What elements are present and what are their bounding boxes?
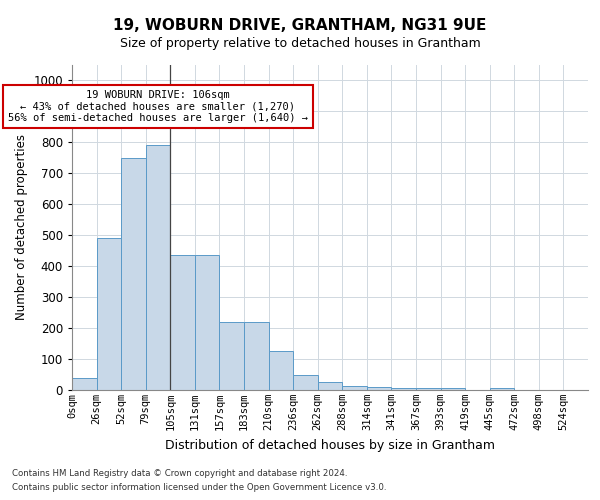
Bar — [293, 374, 318, 390]
Text: 19 WOBURN DRIVE: 106sqm
← 43% of detached houses are smaller (1,270)
56% of semi: 19 WOBURN DRIVE: 106sqm ← 43% of detache… — [8, 90, 308, 123]
Bar — [490, 388, 514, 390]
Bar — [244, 322, 269, 390]
Bar — [170, 256, 195, 390]
Bar — [146, 146, 170, 390]
Bar — [269, 352, 293, 390]
Y-axis label: Number of detached properties: Number of detached properties — [15, 134, 28, 320]
Text: Contains public sector information licensed under the Open Government Licence v3: Contains public sector information licen… — [12, 484, 386, 492]
Text: Size of property relative to detached houses in Grantham: Size of property relative to detached ho… — [119, 38, 481, 51]
Bar — [342, 386, 367, 390]
X-axis label: Distribution of detached houses by size in Grantham: Distribution of detached houses by size … — [165, 438, 495, 452]
Text: 19, WOBURN DRIVE, GRANTHAM, NG31 9UE: 19, WOBURN DRIVE, GRANTHAM, NG31 9UE — [113, 18, 487, 32]
Bar — [195, 256, 220, 390]
Bar — [220, 322, 244, 390]
Bar — [97, 238, 121, 390]
Bar — [367, 387, 391, 390]
Bar — [72, 378, 97, 390]
Bar — [391, 388, 416, 390]
Text: Contains HM Land Registry data © Crown copyright and database right 2024.: Contains HM Land Registry data © Crown c… — [12, 468, 347, 477]
Bar — [121, 158, 146, 390]
Bar — [440, 388, 465, 390]
Bar — [416, 388, 440, 390]
Bar — [318, 382, 342, 390]
